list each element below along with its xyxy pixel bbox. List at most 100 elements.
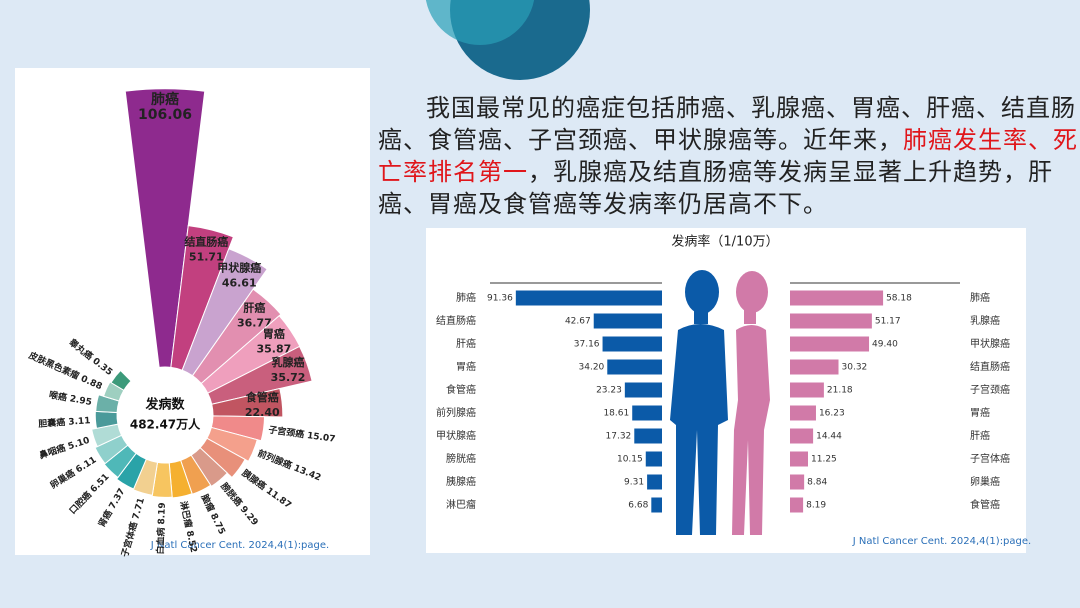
highlight: 肺癌发生率、死亡率排名第一 — [378, 126, 1078, 186]
sector-label: 喉癌2.95 — [48, 388, 93, 407]
value-label: 49.40 — [872, 340, 898, 350]
value-label: 18.61 — [603, 409, 629, 419]
value-label: 3.11 — [68, 416, 91, 428]
bar — [624, 382, 662, 398]
bar — [593, 313, 662, 329]
bar — [790, 474, 805, 490]
value-label: 10.15 — [617, 455, 643, 465]
source: J Natl Cancer Cent. 2024,4(1):page. — [852, 536, 1031, 547]
value-label: 8.19 — [806, 501, 826, 511]
value-label: 6.68 — [628, 501, 648, 511]
source: J Natl Cancer Cent. 2024,4(1):page. — [150, 540, 329, 551]
bar — [647, 474, 662, 490]
category-label: 肺癌 — [151, 91, 179, 108]
bar — [602, 336, 662, 352]
bar — [515, 290, 662, 306]
category-label: 膀胱癌 — [446, 452, 476, 465]
sector — [179, 454, 212, 495]
value-label: 8.19 — [157, 502, 168, 525]
category-label: 食管癌 — [446, 383, 476, 396]
value-label: 30.32 — [842, 363, 868, 373]
category-label: 甲状腺癌 — [436, 429, 476, 442]
female-silhouette — [732, 271, 770, 535]
center-value: 482.47万人 — [130, 417, 201, 432]
value-label: 8.84 — [807, 478, 827, 488]
category-label: 结直肠癌 — [183, 234, 228, 248]
bar — [790, 336, 870, 352]
value-label: 15.07 — [306, 431, 336, 445]
value-label: 8.52 — [184, 530, 198, 554]
value-label: 42.67 — [565, 317, 591, 327]
bar — [790, 359, 839, 375]
sector — [95, 394, 120, 414]
category-label: 胃癌 — [970, 406, 990, 419]
sector — [190, 447, 228, 488]
category-label: 甲状腺癌 — [217, 260, 261, 274]
value-label: 35.87 — [256, 343, 291, 356]
text: 我国最常见的癌症包括肺癌、乳腺癌、胃癌、肝癌、结直肠癌、食管癌、子宫颈癌、甲状腺… — [378, 94, 1076, 154]
category-label: 子宫体癌 — [970, 452, 1010, 465]
value-label: 91.36 — [487, 294, 513, 304]
sector — [103, 444, 137, 479]
category-label: 子宫颈癌 — [970, 383, 1010, 396]
category-label: 喉癌 — [48, 388, 68, 403]
center — [119, 369, 211, 461]
bar — [790, 313, 872, 329]
category-label: 肝癌 — [243, 301, 265, 315]
sector — [207, 345, 313, 405]
category-label: 白血病 — [154, 527, 167, 554]
value-label: 51.71 — [189, 250, 224, 263]
bar — [790, 382, 824, 398]
sector-label: 胆囊癌 3.11 — [38, 414, 91, 430]
sector-label: 白血病 8.19 — [154, 502, 168, 555]
value-label: 23.23 — [596, 386, 622, 396]
bar — [790, 451, 808, 467]
sector — [151, 461, 173, 498]
sector — [211, 387, 284, 418]
value-label: 9.31 — [624, 478, 644, 488]
category-label: 淋巴瘤 — [446, 498, 476, 511]
bar — [651, 497, 662, 513]
sector — [132, 458, 159, 496]
bar — [790, 405, 816, 421]
category-label: 食管癌 — [246, 390, 279, 404]
value-label: 35.72 — [271, 371, 306, 384]
bar — [790, 497, 804, 513]
category-label: 乳腺癌 — [272, 355, 305, 369]
category-label: 肝癌 — [456, 337, 476, 350]
sector — [124, 88, 206, 368]
bar — [607, 359, 662, 375]
category-label: 胰腺癌 — [446, 475, 476, 488]
male-silhouette — [670, 270, 728, 535]
sector — [115, 452, 147, 490]
category-label: 食管癌 — [970, 498, 1000, 511]
category-label: 肺癌 — [970, 291, 990, 304]
category-label: 胃癌 — [456, 360, 476, 373]
value-label: 21.18 — [827, 386, 853, 396]
value-label: 16.23 — [819, 409, 845, 419]
category-label: 胃癌 — [263, 327, 285, 341]
bar — [632, 405, 662, 421]
value-label: 37.16 — [574, 340, 600, 350]
center-label: 发病数 — [144, 397, 185, 413]
category-label: 胆囊癌 — [38, 415, 66, 429]
sector — [110, 369, 132, 391]
bar — [790, 428, 814, 444]
sector — [210, 415, 266, 442]
category-label: 结直肠癌 — [970, 360, 1010, 373]
category-label: 肺癌 — [456, 291, 476, 304]
bar — [790, 290, 884, 306]
sector — [102, 381, 125, 402]
category-label: 肝癌 — [970, 429, 990, 442]
value-label: 22.40 — [245, 406, 280, 419]
sector — [168, 459, 193, 499]
value-label: 34.20 — [579, 363, 605, 373]
bar — [645, 451, 662, 467]
sector — [191, 288, 282, 385]
value-label: 2.95 — [69, 394, 93, 408]
sector — [91, 423, 123, 448]
value-label: 46.61 — [222, 276, 257, 289]
value-label: 17.32 — [606, 432, 632, 442]
value-label: 14.44 — [816, 432, 842, 442]
